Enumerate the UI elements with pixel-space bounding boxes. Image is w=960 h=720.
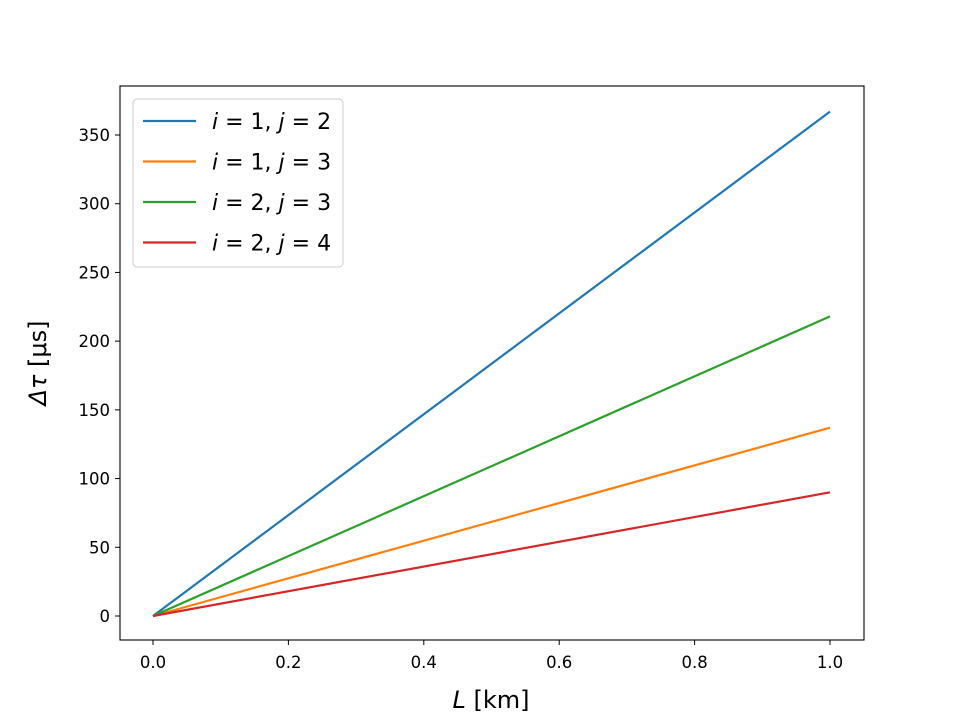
y-tick-label: 100 <box>79 470 111 489</box>
legend-label-2: i = 1, j = 3 <box>212 151 331 176</box>
legend-box <box>132 98 344 268</box>
y-tick-label: 300 <box>79 195 111 214</box>
x-tick-label: 1.0 <box>817 653 843 672</box>
y-axis-ticks: 0 50 100 150 200 250 300 350 <box>79 126 120 626</box>
legend-label-3: i = 2, j = 3 <box>212 191 331 216</box>
y-tick-label: 350 <box>79 126 111 145</box>
y-tick-label: 200 <box>79 332 111 351</box>
y-tick-label: 0 <box>100 607 111 626</box>
axes-frame <box>119 85 865 641</box>
y-axis-label: Δτ [μs] <box>24 320 52 407</box>
plot-lines <box>152 110 831 618</box>
x-tick-label: 0.6 <box>546 653 572 672</box>
x-axis-ticks: 0.0 0.2 0.4 0.6 0.8 1.0 <box>140 640 843 672</box>
y-tick-label: 250 <box>79 263 111 282</box>
legend-label-1: i = 1, j = 2 <box>212 110 331 135</box>
series-line-4 <box>152 491 831 618</box>
x-tick-label: 0.0 <box>140 653 166 672</box>
series-line-2 <box>152 426 831 618</box>
legend-label-4: i = 2, j = 4 <box>212 232 331 257</box>
series-line-3 <box>152 315 831 618</box>
x-tick-label: 0.8 <box>681 653 707 672</box>
series-line-1 <box>152 110 831 617</box>
y-tick-label: 150 <box>79 401 111 420</box>
y-tick-label: 50 <box>89 538 110 557</box>
x-tick-label: 0.2 <box>275 653 301 672</box>
legend: i = 1, j = 2 i = 1, j = 3 i = 2, j = 3 i = … <box>132 98 344 268</box>
x-tick-label: 0.4 <box>411 653 437 672</box>
x-axis-label: L [km] <box>452 686 529 714</box>
